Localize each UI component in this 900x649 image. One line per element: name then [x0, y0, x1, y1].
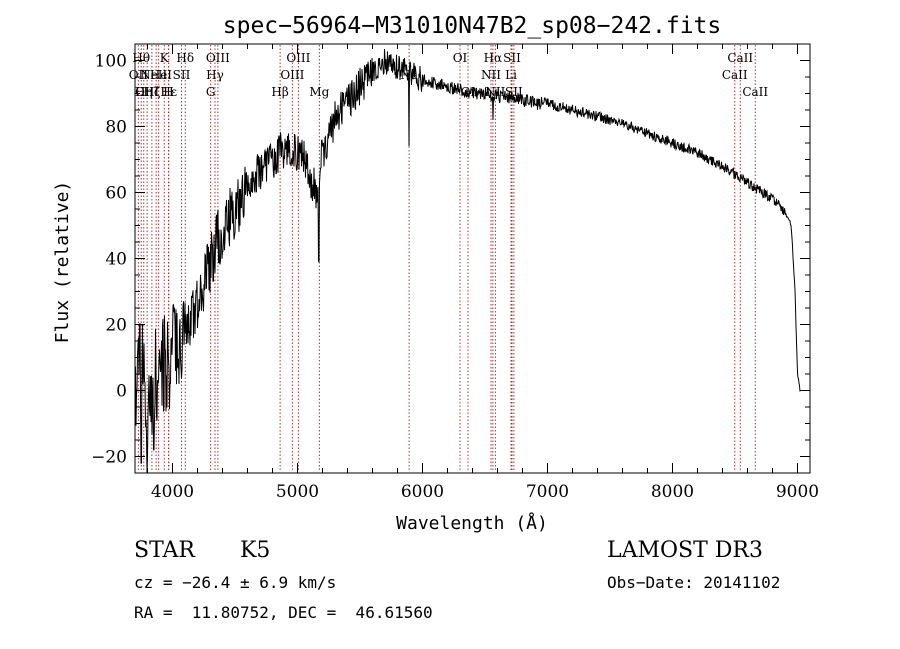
line-label: OIII: [206, 51, 230, 65]
x-tick-label: 6000: [401, 482, 444, 502]
line-label: NeIII: [140, 68, 172, 82]
line-label: CaII: [722, 68, 748, 82]
line-label: Hβ: [271, 85, 288, 99]
line-label: Hη: [135, 85, 153, 99]
y-axis-ticks: −20 0 20 40 60 80 100: [91, 52, 810, 468]
emission-line-labels: OIIHθHηOIIIHζNeIIIHeKHεHSIIHδGHγOIIIHβOI…: [129, 51, 769, 99]
line-label: Hγ: [206, 68, 224, 82]
line-label: He: [150, 68, 168, 82]
plot-frame: [134, 43, 811, 474]
line-label: SII: [503, 51, 521, 65]
line-label: Hδ: [176, 51, 194, 65]
coordinates: RA = 11.80752, DEC = 46.61560: [134, 603, 433, 622]
line-label: CaII: [742, 85, 768, 99]
y-tick-label: 40: [105, 250, 127, 270]
redshift-velocity: cz = −26.4 ± 6.9 km/s: [134, 573, 337, 592]
line-label: SII: [173, 68, 191, 82]
y-tick-label: 0: [116, 382, 127, 402]
survey-name: LAMOST DR3: [607, 538, 763, 563]
x-tick-label: 5000: [276, 482, 319, 502]
flux-series-line: [134, 48, 801, 474]
line-label: H: [163, 85, 173, 99]
line-label: Hε: [160, 85, 177, 99]
object-class: STAR: [134, 538, 195, 563]
observation-date: Obs−Date: 20141102: [607, 573, 781, 592]
line-label: OIII: [286, 51, 310, 65]
emission-line-markers: [137, 45, 756, 472]
y-axis-label: Flux (relative): [52, 181, 73, 344]
chart-title: spec−56964−M31010N47B2_sp08−242.fits: [223, 13, 722, 39]
x-tick-label: 7000: [526, 482, 569, 502]
x-axis-label: Wavelength (Å): [396, 512, 548, 534]
y-tick-label: 80: [105, 118, 127, 138]
x-tick-label: 4000: [151, 482, 194, 502]
y-tick-label: −20: [91, 448, 127, 468]
line-label: CaII: [727, 51, 753, 65]
line-label: K: [160, 51, 170, 65]
line-label: OIII: [280, 68, 304, 82]
line-label: G: [206, 85, 216, 99]
y-tick-label: 20: [105, 316, 127, 336]
line-label: Hθ: [132, 51, 150, 65]
line-label: OI: [453, 51, 468, 65]
line-label: Hα: [484, 51, 503, 65]
line-label: OIII: [135, 85, 159, 99]
x-tick-label: 8000: [651, 482, 694, 502]
line-label: OII: [129, 68, 149, 82]
line-label: Hζ: [143, 85, 160, 99]
line-label: Mg: [309, 85, 329, 99]
line-label: NII: [481, 68, 501, 82]
x-axis-ticks: 4000 5000 6000 7000 8000 9000: [147, 44, 819, 502]
y-tick-label: 60: [105, 184, 127, 204]
line-label: Li: [505, 68, 517, 82]
object-subclass: K5: [240, 538, 271, 563]
y-tick-label: 100: [95, 52, 127, 72]
x-tick-label: 9000: [776, 482, 819, 502]
